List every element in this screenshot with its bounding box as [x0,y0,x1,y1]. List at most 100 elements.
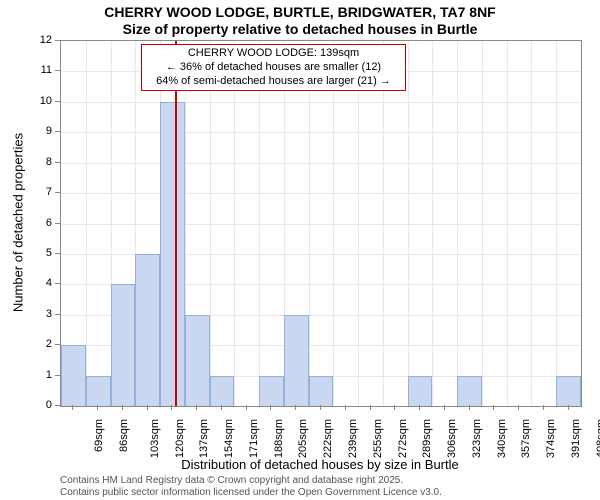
y-tick-label: 6 [32,217,52,229]
title-line-1: CHERRY WOOD LODGE, BURTLE, BRIDGWATER, T… [0,4,600,21]
x-tick-mark [345,405,346,410]
x-axis-title: Distribution of detached houses by size … [60,457,580,472]
x-tick-label: 255sqm [372,419,384,458]
plot-area: CHERRY WOOD LODGE: 139sqm← 36% of detach… [60,40,582,407]
y-tick-mark [55,314,60,315]
gridline-v [333,41,334,406]
histogram-bar [284,315,309,406]
y-tick-mark [55,162,60,163]
histogram-bar [309,376,334,406]
histogram-bar [61,345,86,406]
x-tick-mark [221,405,222,410]
x-tick-mark [147,405,148,410]
y-tick-label: 2 [32,338,52,350]
histogram-bar [210,376,235,406]
y-tick-mark [55,253,60,254]
y-tick-mark [55,223,60,224]
x-tick-mark [419,405,420,410]
histogram-bar [185,315,210,406]
gridline-h [61,102,581,103]
y-tick-label: 10 [32,95,52,107]
x-tick-mark [469,405,470,410]
x-tick-label: 222sqm [322,419,334,458]
gridline-v [86,41,87,406]
x-tick-mark [444,405,445,410]
x-tick-label: 340sqm [496,419,508,458]
x-tick-label: 103sqm [149,419,161,458]
y-tick-label: 3 [32,308,52,320]
y-tick-mark [55,283,60,284]
x-tick-mark [320,405,321,410]
y-tick-label: 1 [32,369,52,381]
x-tick-label: 408sqm [595,419,600,458]
gridline-v [457,41,458,406]
gridline-v [556,41,557,406]
gridline-v [309,41,310,406]
x-tick-label: 205sqm [298,419,310,458]
y-tick-mark [55,375,60,376]
gridline-v [358,41,359,406]
title-block: CHERRY WOOD LODGE, BURTLE, BRIDGWATER, T… [0,0,600,38]
y-tick-label: 7 [32,186,52,198]
histogram-bar [259,376,284,406]
annotation-line-2: ← 36% of detached houses are smaller (12… [146,61,401,75]
x-tick-label: 357sqm [520,419,532,458]
x-tick-mark [72,405,73,410]
gridline-v [482,41,483,406]
y-tick-label: 12 [32,34,52,46]
gridline-h [61,193,581,194]
histogram-bar [111,284,136,406]
x-tick-label: 239sqm [347,419,359,458]
x-tick-label: 69sqm [93,419,105,452]
title-line-2: Size of property relative to detached ho… [0,21,600,38]
y-tick-mark [55,405,60,406]
gridline-v [234,41,235,406]
y-tick-label: 8 [32,156,52,168]
y-tick-mark [55,40,60,41]
x-tick-label: 272sqm [397,419,409,458]
x-tick-label: 154sqm [223,419,235,458]
y-tick-mark [55,70,60,71]
gridline-v [408,41,409,406]
x-tick-mark [370,405,371,410]
x-tick-mark [171,405,172,410]
property-marker-line [175,41,177,406]
annotation-box: CHERRY WOOD LODGE: 139sqm← 36% of detach… [141,44,406,91]
y-tick-mark [55,131,60,132]
gridline-h [61,132,581,133]
histogram-bar [457,376,482,406]
annotation-line-3: 64% of semi-detached houses are larger (… [146,75,401,89]
x-tick-mark [270,405,271,410]
y-axis-title: Number of detached properties [11,122,26,322]
x-tick-mark [543,405,544,410]
gridline-v [210,41,211,406]
y-tick-label: 5 [32,247,52,259]
y-tick-label: 11 [32,64,52,76]
y-tick-mark [55,192,60,193]
x-tick-mark [295,405,296,410]
gridline-h [61,163,581,164]
footer-attribution: Contains HM Land Registry data © Crown c… [60,475,442,499]
footer-line-1: Contains HM Land Registry data © Crown c… [60,475,442,487]
x-tick-label: 289sqm [421,419,433,458]
chart-container: CHERRY WOOD LODGE, BURTLE, BRIDGWATER, T… [0,0,600,500]
footer-line-2: Contains public sector information licen… [60,487,442,499]
gridline-v [432,41,433,406]
x-tick-mark [97,405,98,410]
histogram-bar [86,376,111,406]
x-tick-label: 306sqm [446,419,458,458]
x-tick-label: 391sqm [570,419,582,458]
histogram-bar [408,376,433,406]
x-tick-mark [394,405,395,410]
x-tick-mark [568,405,569,410]
x-tick-label: 171sqm [248,419,260,458]
x-tick-label: 188sqm [273,419,285,458]
gridline-v [531,41,532,406]
x-tick-label: 323sqm [471,419,483,458]
gridline-v [259,41,260,406]
x-tick-label: 120sqm [174,419,186,458]
gridline-v [507,41,508,406]
x-tick-label: 374sqm [545,419,557,458]
histogram-bar [160,102,185,406]
x-tick-label: 137sqm [199,419,211,458]
